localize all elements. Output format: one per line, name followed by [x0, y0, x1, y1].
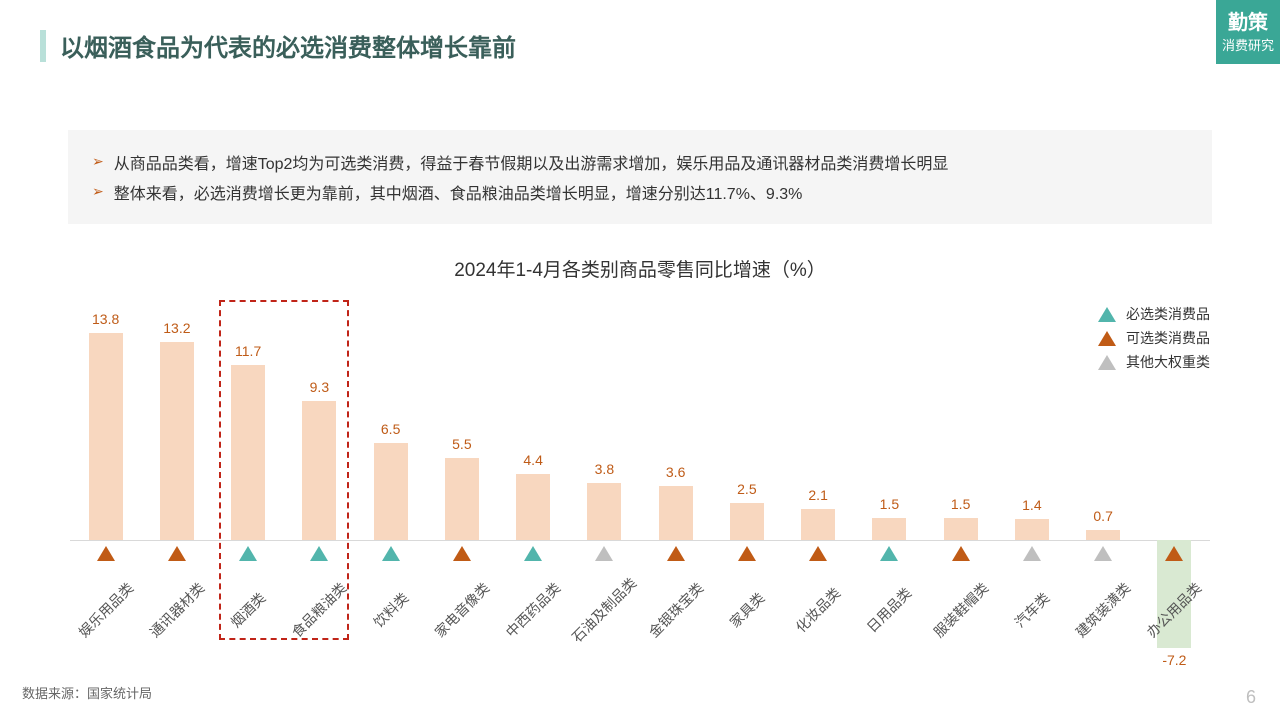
category-marker-icon	[453, 546, 471, 561]
bar-group: 13.8娱乐用品类	[70, 300, 141, 660]
bar	[659, 486, 693, 540]
bar-group: 3.6金银珠宝类	[640, 300, 711, 660]
bar-group: 2.1化妆品类	[783, 300, 854, 660]
value-label: 1.5	[931, 496, 991, 512]
category-marker-icon	[952, 546, 970, 561]
bar	[374, 443, 408, 541]
bar	[801, 509, 835, 541]
logo-line1: 勤策	[1228, 9, 1268, 37]
highlight-box	[219, 300, 350, 640]
bar	[1086, 530, 1120, 541]
bullet-arrow-icon: ➢	[92, 150, 104, 172]
value-label: -7.2	[1144, 652, 1204, 668]
value-label: 5.5	[432, 436, 492, 452]
bullet-text: 整体来看，必选消费增长更为靠前，其中烟酒、食品粮油品类增长明显，增速分别达11.…	[114, 180, 803, 204]
bar	[516, 474, 550, 540]
bar	[872, 518, 906, 541]
bullet-item: ➢ 整体来看，必选消费增长更为靠前，其中烟酒、食品粮油品类增长明显，增速分别达11…	[92, 180, 1188, 204]
category-marker-icon	[809, 546, 827, 561]
category-marker-icon	[1094, 546, 1112, 561]
chart-title: 2024年1-4月各类别商品零售同比增速（%）	[0, 255, 1280, 282]
category-marker-icon	[738, 546, 756, 561]
bar-group: 1.5服装鞋帽类	[925, 300, 996, 660]
bar-group: 3.8石油及制品类	[569, 300, 640, 660]
category-marker-icon	[1023, 546, 1041, 561]
bullet-arrow-icon: ➢	[92, 180, 104, 202]
bullet-box: ➢ 从商品品类看，增速Top2均为可选类消费，得益于春节假期以及出游需求增加，娱乐…	[68, 130, 1212, 224]
bar	[89, 333, 123, 540]
value-label: 3.6	[646, 464, 706, 480]
value-label: 4.4	[503, 452, 563, 468]
brand-logo: 勤策 消费研究	[1216, 0, 1280, 64]
bar	[445, 458, 479, 541]
value-label: 2.5	[717, 481, 777, 497]
bar-group: 1.5日用品类	[854, 300, 925, 660]
bar-group: 0.7建筑装潢类	[1068, 300, 1139, 660]
bar-group: -7.2办公用品类	[1139, 300, 1210, 660]
data-source: 数据来源：国家统计局	[22, 683, 152, 702]
category-marker-icon	[595, 546, 613, 561]
category-marker-icon	[168, 546, 186, 561]
bar-group: 5.5家电音像类	[426, 300, 497, 660]
category-marker-icon	[1165, 546, 1183, 561]
bullet-item: ➢ 从商品品类看，增速Top2均为可选类消费，得益于春节假期以及出游需求增加，娱乐…	[92, 150, 1188, 174]
logo-line2: 消费研究	[1222, 37, 1274, 55]
value-label: 13.2	[147, 320, 207, 336]
title-accent	[40, 30, 46, 62]
value-label: 1.4	[1002, 497, 1062, 513]
bullet-text: 从商品品类看，增速Top2均为可选类消费，得益于春节假期以及出游需求增加，娱乐用…	[114, 150, 949, 174]
page-number: 6	[1246, 687, 1256, 708]
value-label: 0.7	[1073, 508, 1133, 524]
category-marker-icon	[382, 546, 400, 561]
bar	[587, 483, 621, 540]
category-marker-icon	[667, 546, 685, 561]
bar-group: 4.4中西药品类	[498, 300, 569, 660]
bar-group: 2.5家具类	[711, 300, 782, 660]
category-marker-icon	[97, 546, 115, 561]
title-bar: 以烟酒食品为代表的必选消费整体增长靠前	[40, 28, 516, 63]
bar-group: 6.5饮料类	[355, 300, 426, 660]
bar	[160, 342, 194, 540]
bar	[730, 503, 764, 541]
value-label: 3.8	[574, 461, 634, 477]
bar-chart: 13.8娱乐用品类13.2通讯器材类11.7烟酒类9.3食品粮油类6.5饮料类5…	[70, 300, 1210, 660]
category-marker-icon	[524, 546, 542, 561]
bar	[944, 518, 978, 541]
value-label: 1.5	[859, 496, 919, 512]
bar-group: 13.2通讯器材类	[141, 300, 212, 660]
page-title: 以烟酒食品为代表的必选消费整体增长靠前	[60, 28, 516, 63]
value-label: 6.5	[361, 421, 421, 437]
bar-group: 1.4汽车类	[996, 300, 1067, 660]
bar	[1015, 519, 1049, 540]
value-label: 2.1	[788, 487, 848, 503]
value-label: 13.8	[76, 311, 136, 327]
category-marker-icon	[880, 546, 898, 561]
